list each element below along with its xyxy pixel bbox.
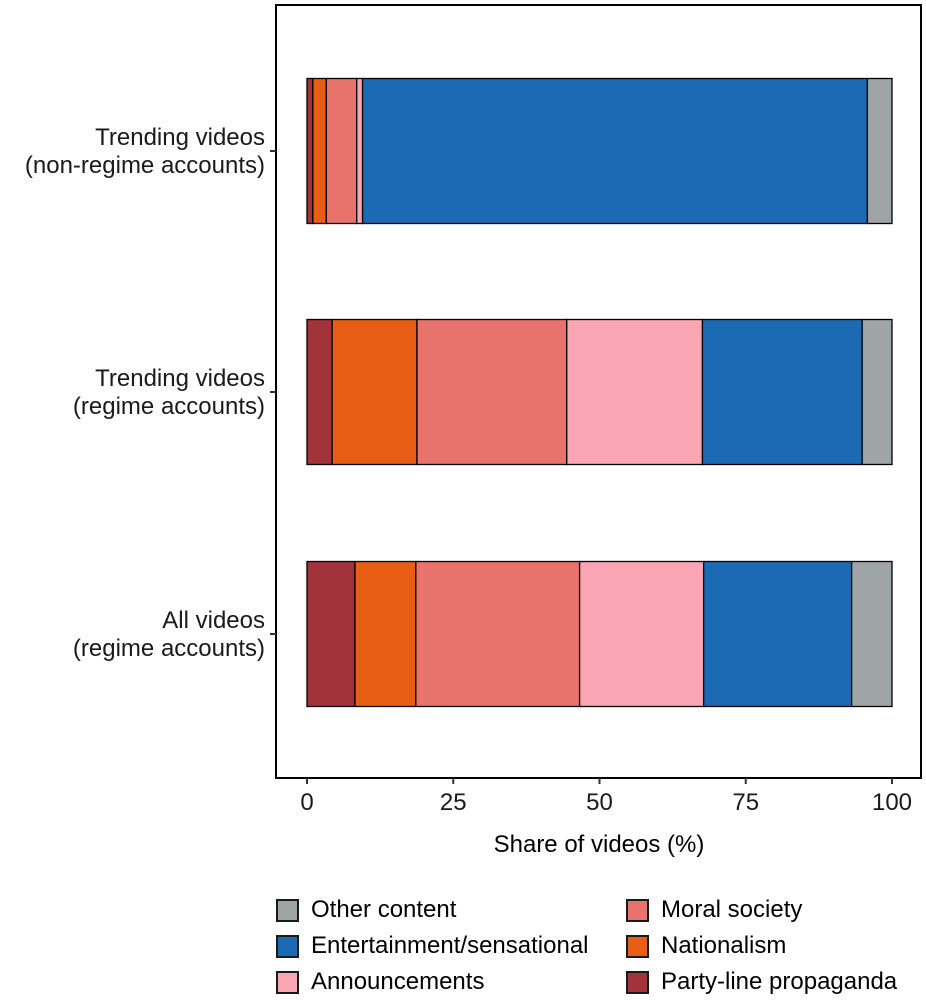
category-label: (regime accounts) bbox=[73, 635, 265, 662]
bar-segment-party-line-propaganda-2 bbox=[306, 560, 356, 708]
bar-segment-moral-society-2 bbox=[415, 560, 581, 708]
category-label: (non-regime accounts) bbox=[25, 152, 265, 179]
legend-label: Announcements bbox=[311, 968, 485, 995]
bar-segment-announcements-2 bbox=[578, 560, 705, 708]
legend-label: Moral society bbox=[661, 896, 803, 923]
bar-segment-announcements-0 bbox=[356, 77, 364, 225]
bar-segment-party-line-propaganda-0 bbox=[306, 77, 314, 225]
bar-segment-moral-society-0 bbox=[325, 77, 358, 225]
x-tick-label: 50 bbox=[586, 789, 613, 816]
legend-swatch bbox=[626, 970, 649, 994]
category-labels: Trending videos(non-regime accounts)Tren… bbox=[25, 124, 276, 662]
legend-label: Entertainment/sensational bbox=[311, 932, 589, 959]
category-label: All videos bbox=[162, 607, 265, 634]
legend-label: Party-line propaganda bbox=[661, 968, 898, 995]
legend-item: Moral society bbox=[626, 893, 802, 927]
legend-swatch bbox=[276, 898, 299, 922]
x-tick-label: 25 bbox=[440, 789, 467, 816]
x-ticks: 0 25 50 75 100 bbox=[300, 778, 912, 816]
legend-item: Other content bbox=[276, 893, 456, 927]
legend-item: Nationalism bbox=[626, 929, 786, 963]
legend-swatch bbox=[276, 934, 299, 958]
bar-segment-party-line-propaganda-1 bbox=[306, 318, 333, 466]
bar-segment-nationalism-2 bbox=[354, 560, 417, 708]
legend-label: Nationalism bbox=[661, 932, 787, 959]
bar-segment-other-content-2 bbox=[850, 560, 893, 708]
bar-segment-entertainment-sensational-1 bbox=[701, 318, 863, 466]
bar-segment-moral-society-1 bbox=[416, 318, 568, 466]
bar-segment-entertainment-sensational-2 bbox=[702, 560, 853, 708]
legend-label: Other content bbox=[311, 896, 457, 923]
legend: Other content Moral society Entertainment/… bbox=[276, 893, 921, 1000]
bar-segment-other-content-0 bbox=[866, 77, 893, 225]
bars bbox=[306, 77, 893, 708]
x-tick-label: 100 bbox=[872, 789, 912, 816]
legend-item: Party-line propaganda bbox=[626, 965, 897, 999]
bar-segment-other-content-1 bbox=[861, 318, 893, 466]
legend-item: Announcements bbox=[276, 965, 484, 999]
legend-item: Entertainment/sensational bbox=[276, 929, 589, 963]
category-label: Trending videos bbox=[95, 124, 265, 151]
bar-segment-nationalism-1 bbox=[331, 318, 418, 466]
x-tick-label: 75 bbox=[732, 789, 759, 816]
bar-segment-nationalism-0 bbox=[312, 77, 327, 225]
legend-swatch bbox=[276, 970, 299, 994]
bar-segment-announcements-1 bbox=[566, 318, 704, 466]
x-axis-title: Share of videos (%) bbox=[494, 831, 705, 858]
legend-swatch bbox=[626, 898, 649, 922]
legend-swatch bbox=[626, 934, 649, 958]
x-tick-label: 0 bbox=[300, 789, 313, 816]
category-label: (regime accounts) bbox=[73, 393, 265, 420]
category-label: Trending videos bbox=[95, 365, 265, 392]
bar-segment-entertainment-sensational-0 bbox=[361, 77, 869, 225]
